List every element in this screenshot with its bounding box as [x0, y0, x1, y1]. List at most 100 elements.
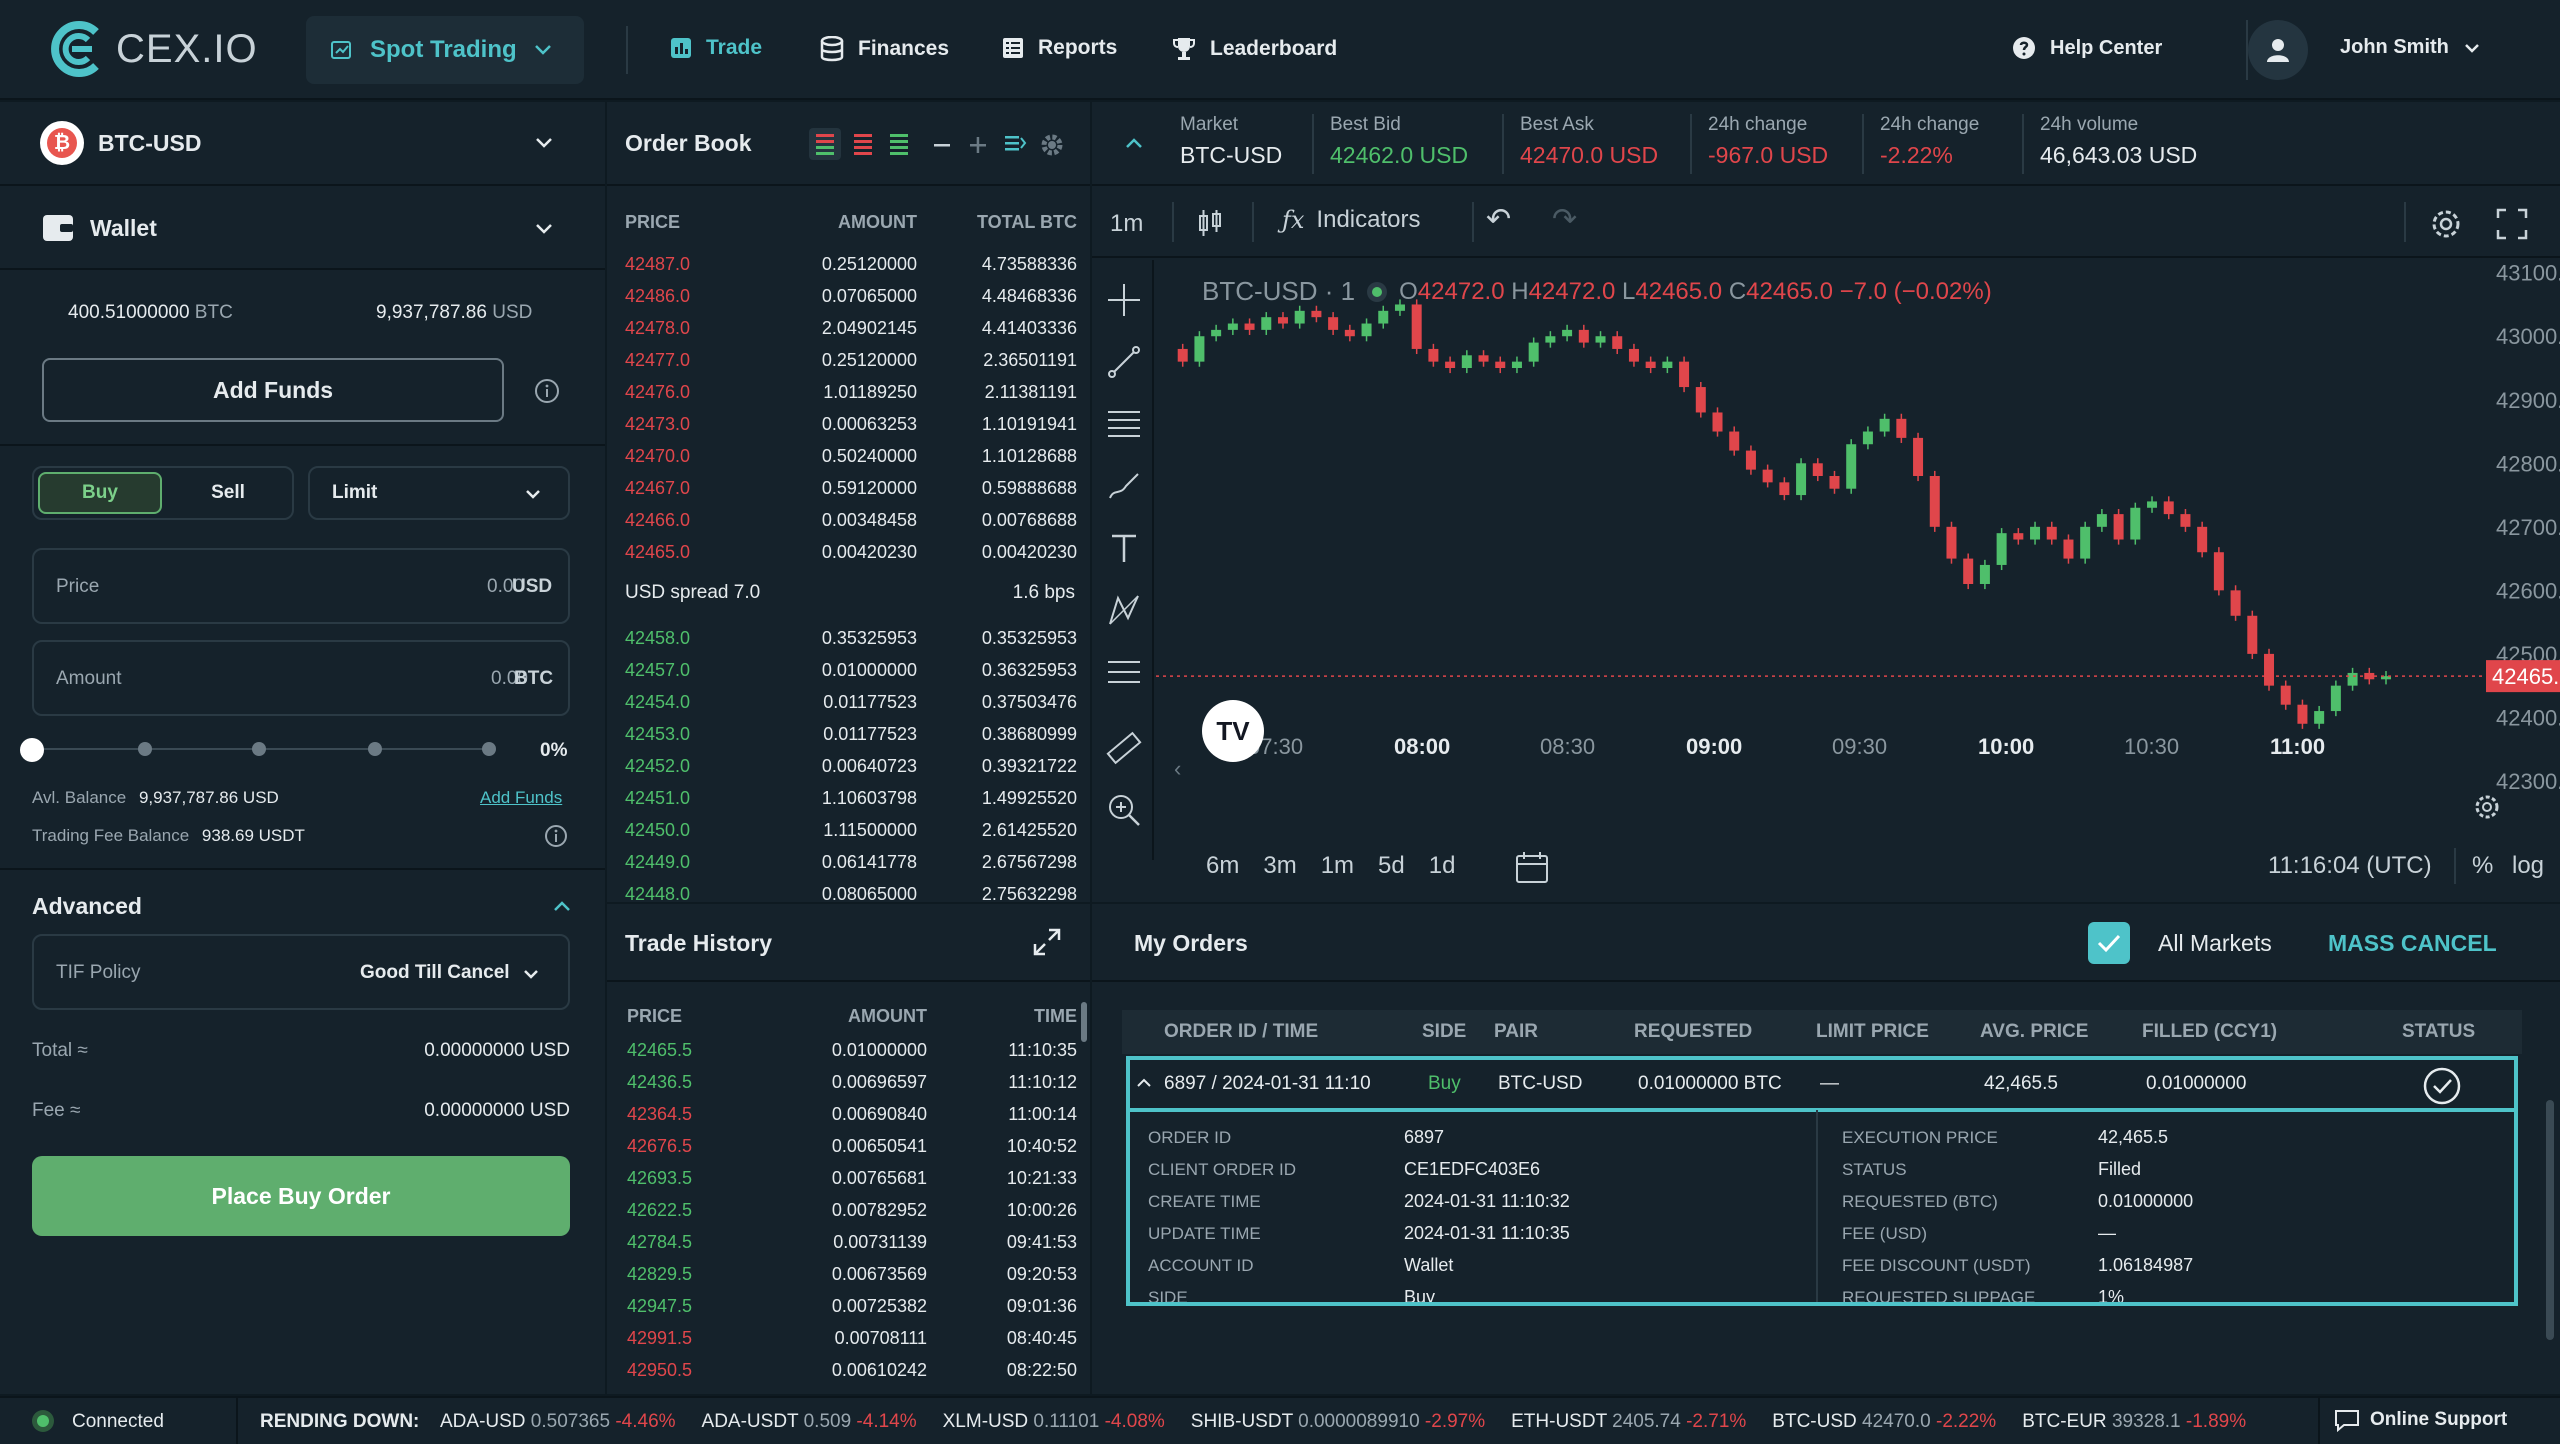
- avatar[interactable]: [2248, 20, 2308, 80]
- bid-row[interactable]: 42450.0 1.11500000 2.61425520: [607, 814, 1090, 846]
- settings-icon[interactable]: [2428, 206, 2464, 242]
- bid-row[interactable]: 42448.0 0.08065000 2.75632298: [607, 878, 1090, 901]
- view-bids-icon[interactable]: [883, 128, 915, 160]
- ask-row[interactable]: 42478.0 2.04902145 4.41403336: [607, 312, 1090, 344]
- scrollbar[interactable]: [2546, 1100, 2554, 1340]
- ticker-item[interactable]: SHIB-USDT 0.0000089910 -2.97%: [1191, 1411, 1485, 1432]
- slider-step[interactable]: [252, 742, 266, 756]
- ticker-item[interactable]: XLM-USD 0.11101 -4.08%: [943, 1411, 1165, 1432]
- pair-selector[interactable]: ₿ BTC-USD: [0, 102, 605, 186]
- bid-row[interactable]: 42451.0 1.10603798 1.49925520: [607, 782, 1090, 814]
- range-button[interactable]: 3m: [1263, 852, 1297, 879]
- ask-row[interactable]: 42473.0 0.00063253 1.10191941: [607, 408, 1090, 440]
- ticker-item[interactable]: ETH-USDT 2405.74 -2.71%: [1511, 1411, 1746, 1432]
- mass-cancel-button[interactable]: MASS CANCEL: [2328, 930, 2497, 956]
- chevron-up-icon[interactable]: [1136, 1076, 1152, 1088]
- indicators-button[interactable]: ƒx Indicators: [1282, 206, 1420, 234]
- advanced-toggle[interactable]: Advanced: [32, 886, 572, 926]
- ticker-item[interactable]: BTC-EUR 39328.1 -1.89%: [2022, 1411, 2246, 1432]
- undo-icon[interactable]: ↶: [1486, 203, 1512, 236]
- ask-row[interactable]: 42467.0 0.59120000 0.59888688: [607, 472, 1090, 504]
- spot-trading-dropdown[interactable]: Spot Trading: [306, 16, 584, 84]
- interval-button[interactable]: 1m: [1110, 210, 1144, 237]
- ask-row[interactable]: 42486.0 0.07065000 4.48468336: [607, 280, 1090, 312]
- nav-trade[interactable]: Trade: [670, 36, 762, 60]
- gear-icon[interactable]: [1039, 132, 1065, 158]
- minus-icon[interactable]: [933, 136, 951, 154]
- range-button[interactable]: 6m: [1206, 852, 1240, 879]
- all-markets-checkbox[interactable]: [2088, 922, 2130, 964]
- percent-scale-button[interactable]: %: [2472, 852, 2494, 879]
- scrollbar[interactable]: [1081, 1002, 1087, 1042]
- info-icon[interactable]: [534, 378, 560, 404]
- help-center-link[interactable]: Help Center: [2012, 36, 2162, 60]
- ask-row[interactable]: 42487.0 0.25120000 4.73588336: [607, 248, 1090, 280]
- log-scale-button[interactable]: log: [2512, 852, 2545, 879]
- order-row[interactable]: 6897 / 2024-01-31 11:10 Buy BTC-USD 0.01…: [1126, 1056, 2518, 1112]
- candles-icon[interactable]: [1196, 208, 1224, 238]
- trend-line-icon[interactable]: [1106, 344, 1142, 380]
- redo-icon[interactable]: ↷: [1552, 203, 1578, 236]
- add-funds-link[interactable]: Add Funds: [480, 788, 563, 807]
- tif-policy-select[interactable]: TIF Policy Good Till Cancel: [32, 934, 570, 1010]
- fib-icon[interactable]: [1106, 406, 1142, 442]
- collapse-tools-icon[interactable]: ‹: [1174, 756, 1182, 781]
- range-button[interactable]: 5d: [1378, 852, 1405, 879]
- ticker-item[interactable]: BTC-USD 42470.0 -2.22%: [1772, 1411, 1996, 1432]
- fullscreen-icon[interactable]: [2496, 208, 2528, 240]
- slider-handle[interactable]: [20, 738, 44, 762]
- bid-row[interactable]: 42458.0 0.35325953 0.35325953: [607, 622, 1090, 654]
- ask-row[interactable]: 42466.0 0.00348458 0.00768688: [607, 504, 1090, 536]
- amount-field[interactable]: Amount 0.00 BTC: [32, 640, 570, 716]
- slider-step[interactable]: [368, 742, 382, 756]
- ruler-icon[interactable]: [1106, 730, 1142, 766]
- ask-row[interactable]: 42476.0 1.01189250 2.11381191: [607, 376, 1090, 408]
- ticker-item[interactable]: ADA-USDT 0.509 -4.14%: [702, 1411, 917, 1432]
- nav-reports[interactable]: Reports: [1002, 36, 1117, 60]
- wallet-selector[interactable]: Wallet: [0, 188, 605, 270]
- range-button[interactable]: 1d: [1428, 852, 1456, 879]
- bid-row[interactable]: 42449.0 0.06141778 2.67567298: [607, 846, 1090, 878]
- tab-buy[interactable]: Buy: [38, 472, 162, 514]
- bid-row[interactable]: 42454.0 0.01177523 0.37503476: [607, 686, 1090, 718]
- slider-step[interactable]: [138, 742, 152, 756]
- ask-row[interactable]: 42470.0 0.50240000 1.10128688: [607, 440, 1090, 472]
- bid-row[interactable]: 42452.0 0.00640723 0.39321722: [607, 750, 1090, 782]
- chevron-up-icon[interactable]: [1124, 136, 1144, 150]
- online-support-button[interactable]: Online Support: [2334, 1408, 2507, 1432]
- bid-row[interactable]: 42457.0 0.01000000 0.36325953: [607, 654, 1090, 686]
- add-funds-button[interactable]: Add Funds: [42, 358, 504, 422]
- expand-icon[interactable]: [1031, 926, 1063, 958]
- user-menu[interactable]: John Smith: [2340, 36, 2481, 59]
- pattern-icon[interactable]: [1106, 592, 1142, 628]
- nav-finances[interactable]: Finances: [820, 36, 949, 62]
- place-buy-order-button[interactable]: Place Buy Order: [32, 1156, 570, 1236]
- brush-icon[interactable]: [1106, 468, 1142, 504]
- crosshair-icon[interactable]: [1106, 282, 1142, 318]
- order-price: 42451.0: [625, 787, 691, 808]
- calendar-icon[interactable]: [1514, 850, 1550, 886]
- view-asks-icon[interactable]: [847, 128, 879, 160]
- plus-icon[interactable]: [969, 136, 987, 154]
- ask-row[interactable]: 42465.0 0.00420230 0.00420230: [607, 536, 1090, 568]
- view-both-icon[interactable]: [809, 128, 841, 160]
- range-button[interactable]: 1m: [1320, 852, 1355, 879]
- tradingview-logo-icon[interactable]: TV: [1202, 700, 1264, 762]
- order-type-select[interactable]: Limit: [308, 466, 570, 520]
- align-icon[interactable]: [1003, 132, 1027, 156]
- forecast-icon[interactable]: [1106, 654, 1142, 690]
- tab-sell[interactable]: Sell: [166, 472, 290, 514]
- ask-row[interactable]: 42477.0 0.25120000 2.36501191: [607, 344, 1090, 376]
- price-chart[interactable]: 43100.0 43000.0 42900.0 42800.0 42700.0 42600…: [1156, 260, 2560, 820]
- ticker-item[interactable]: ADA-USD 0.507365 -4.46%: [440, 1411, 676, 1432]
- tif-label: TIF Policy: [56, 962, 141, 983]
- bid-row[interactable]: 42453.0 0.01177523 0.38680999: [607, 718, 1090, 750]
- info-icon[interactable]: [544, 824, 568, 848]
- text-icon[interactable]: [1106, 530, 1142, 566]
- zoom-in-icon[interactable]: [1106, 792, 1142, 828]
- price-field[interactable]: Price 0.00 USD: [32, 548, 570, 624]
- logo[interactable]: CEX.IO: [44, 20, 258, 78]
- nav-leaderboard[interactable]: Leaderboard: [1172, 36, 1337, 62]
- gear-icon[interactable]: [2472, 792, 2502, 822]
- slider-step[interactable]: [482, 742, 496, 756]
